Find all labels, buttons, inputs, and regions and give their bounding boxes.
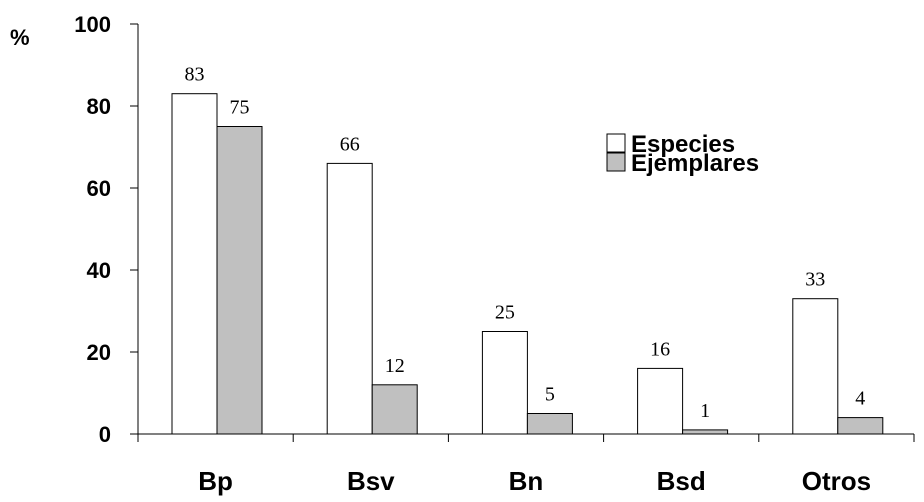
- x-axis-labels: Bp Bsv Bn Bsd Otros: [198, 466, 871, 496]
- y-tick-label: 0: [99, 422, 111, 447]
- legend: Especies Ejemplares: [606, 131, 759, 177]
- y-axis-ticks: 0 20 40 60 80 100: [74, 12, 138, 447]
- data-label: 25: [495, 302, 515, 324]
- data-label: 75: [230, 97, 250, 119]
- y-axis-unit-label: %: [10, 25, 30, 50]
- bar-especies-bsv: [326, 162, 373, 435]
- data-label: 66: [340, 133, 360, 155]
- data-label: 33: [805, 269, 825, 291]
- y-tick-label: 80: [87, 94, 111, 119]
- legend-swatch-especies: [606, 133, 626, 153]
- bar-especies-bn: [481, 331, 528, 435]
- bar-ejemplares-bsd: [682, 429, 729, 435]
- bar-ejemplares-bn: [526, 413, 573, 435]
- bar-especies-otros: [792, 298, 839, 435]
- bar-ejemplares-bsv: [371, 384, 418, 435]
- y-tick-label: 60: [87, 176, 111, 201]
- bar-ejemplares-otros: [837, 417, 884, 435]
- bar-ejemplares-bp: [216, 126, 263, 435]
- x-axis-ticks: [137, 434, 915, 442]
- data-label: 1: [700, 400, 710, 422]
- bars: [171, 93, 884, 435]
- x-category-label: Bn: [509, 466, 544, 496]
- x-category-label: Bsv: [347, 466, 395, 496]
- legend-swatch-ejemplares: [606, 152, 626, 172]
- data-label: 83: [185, 64, 205, 86]
- bar-especies-bsd: [637, 367, 684, 435]
- data-label: 12: [385, 355, 405, 377]
- x-category-label: Otros: [802, 466, 871, 496]
- y-tick-label: 40: [87, 258, 111, 283]
- x-category-label: Bp: [198, 466, 233, 496]
- x-category-label: Bsd: [657, 466, 706, 496]
- data-labels: 83 75 66 12 25 5 16 1 33 4: [185, 64, 866, 422]
- legend-label-especies: Especies: [631, 131, 735, 158]
- y-tick-label: 100: [74, 12, 111, 37]
- data-label: 5: [545, 384, 555, 406]
- y-tick-label: 20: [87, 340, 111, 365]
- bar-especies-bp: [171, 93, 218, 435]
- legend-label-ejemplares: Ejemplares: [631, 150, 759, 177]
- data-label: 4: [855, 388, 865, 410]
- data-label: 16: [650, 338, 670, 360]
